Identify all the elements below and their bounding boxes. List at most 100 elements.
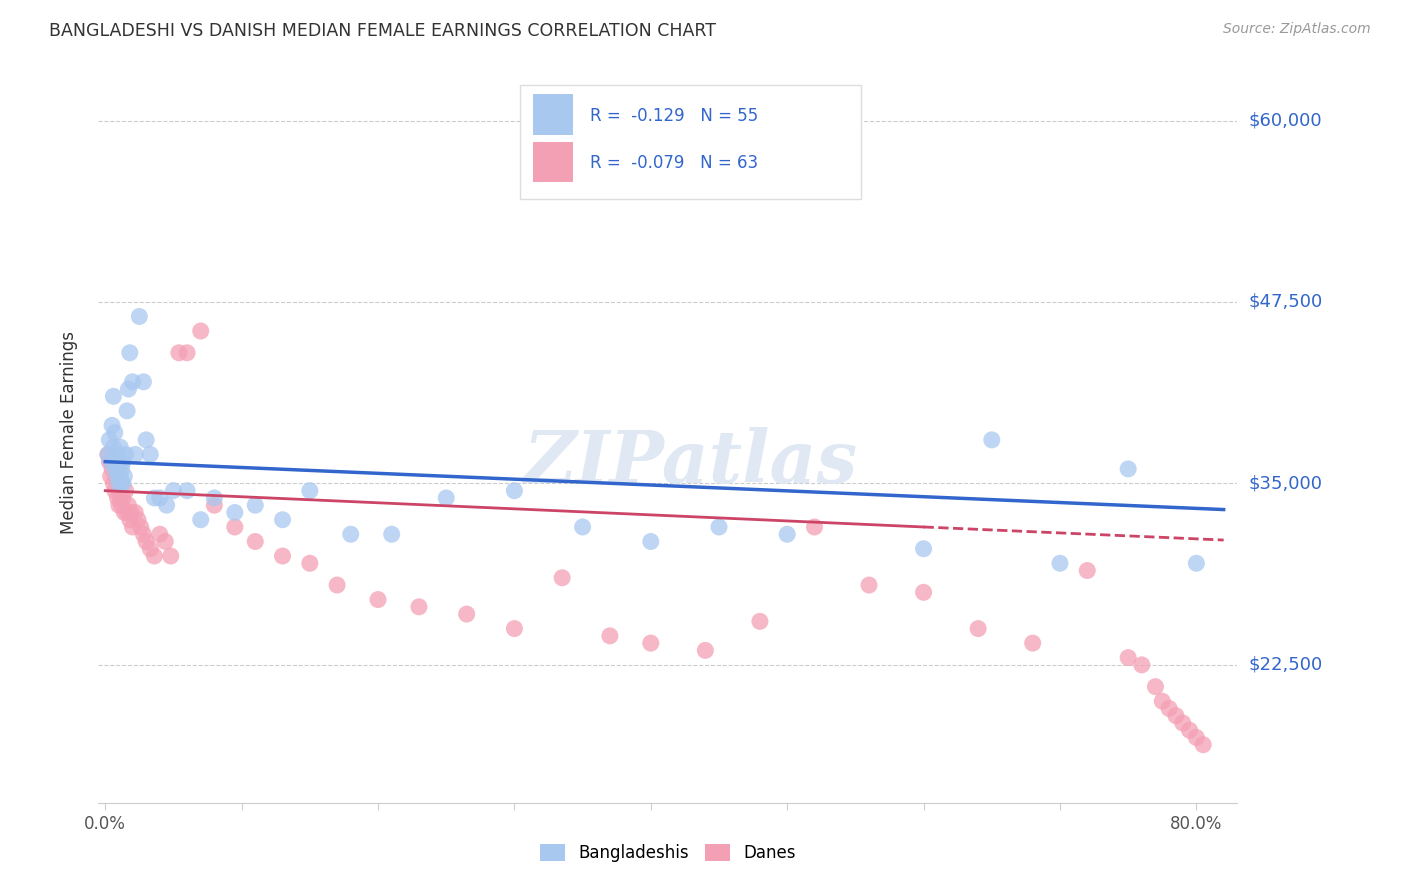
Point (108, 476, 131, 491)
Point (120, 506, 142, 520)
Point (176, 483, 198, 498)
Point (101, 462, 124, 476)
Point (155, 534, 177, 549)
Point (100, 455, 122, 469)
FancyBboxPatch shape (533, 142, 574, 182)
Point (695, 643, 717, 657)
Point (1116, 650, 1139, 665)
Point (149, 527, 172, 541)
Point (114, 447, 136, 461)
Point (298, 556, 321, 570)
Text: R =  -0.079   N = 63: R = -0.079 N = 63 (591, 154, 758, 172)
Point (108, 498, 131, 512)
Point (105, 469, 128, 483)
Point (1185, 556, 1208, 570)
Point (159, 549, 181, 563)
Point (111, 455, 134, 469)
Point (1021, 636, 1043, 650)
Point (298, 483, 321, 498)
Point (115, 506, 138, 520)
Point (599, 629, 621, 643)
Point (551, 571, 574, 585)
Point (339, 527, 361, 541)
Point (1192, 738, 1215, 752)
Point (103, 476, 125, 491)
Point (408, 599, 430, 614)
Text: BANGLADESHI VS DANISH MEDIAN FEMALE EARNINGS CORRELATION CHART: BANGLADESHI VS DANISH MEDIAN FEMALE EARN… (49, 22, 716, 40)
Point (115, 404, 138, 418)
Point (110, 469, 132, 483)
Point (1152, 694, 1174, 708)
Point (967, 622, 990, 636)
Point (118, 513, 141, 527)
Point (110, 440, 132, 454)
Point (103, 440, 125, 454)
Point (167, 345, 190, 359)
Point (128, 310, 150, 324)
Point (132, 375, 155, 389)
Point (121, 375, 143, 389)
Point (912, 585, 935, 599)
Point (135, 433, 157, 447)
Point (112, 506, 135, 520)
Point (104, 462, 127, 476)
Point (149, 491, 172, 505)
Point (224, 520, 246, 534)
Point (190, 324, 212, 338)
Point (1130, 657, 1153, 672)
Point (803, 520, 825, 534)
Point (1144, 680, 1167, 694)
Point (748, 615, 770, 629)
Point (245, 498, 267, 512)
Point (456, 607, 478, 621)
Legend: Bangladeshis, Danes: Bangladeshis, Danes (533, 837, 803, 869)
Point (100, 469, 122, 483)
Point (98, 433, 121, 447)
Point (111, 491, 134, 505)
Point (367, 592, 389, 607)
Point (202, 498, 225, 512)
Point (503, 622, 526, 636)
Point (162, 483, 184, 498)
Point (1164, 708, 1187, 723)
Text: $35,000: $35,000 (1249, 475, 1323, 492)
Point (110, 462, 132, 476)
Point (108, 455, 131, 469)
Point (224, 506, 246, 520)
Point (156, 498, 179, 512)
Text: $60,000: $60,000 (1249, 112, 1322, 129)
Point (1157, 701, 1180, 715)
Point (103, 389, 125, 403)
Point (1076, 564, 1098, 578)
Point (112, 469, 135, 483)
Point (271, 513, 294, 527)
Point (105, 455, 128, 469)
Point (776, 527, 799, 541)
Point (104, 425, 127, 440)
Point (117, 498, 139, 512)
Point (107, 447, 129, 461)
Point (143, 549, 166, 563)
Point (132, 527, 155, 541)
Point (124, 447, 146, 461)
Point (110, 498, 132, 512)
Point (1116, 462, 1139, 476)
Point (110, 491, 132, 505)
Point (117, 382, 139, 396)
Point (135, 534, 157, 549)
Point (101, 418, 124, 433)
Point (104, 483, 127, 498)
FancyBboxPatch shape (520, 85, 862, 200)
Point (107, 469, 129, 483)
Point (1185, 731, 1208, 745)
Point (124, 506, 146, 520)
Point (139, 447, 162, 461)
Point (110, 476, 132, 491)
Point (105, 447, 128, 461)
Point (326, 578, 349, 592)
Point (858, 578, 880, 592)
Point (640, 636, 662, 650)
Point (176, 345, 198, 359)
Point (202, 491, 225, 505)
Point (245, 534, 267, 549)
